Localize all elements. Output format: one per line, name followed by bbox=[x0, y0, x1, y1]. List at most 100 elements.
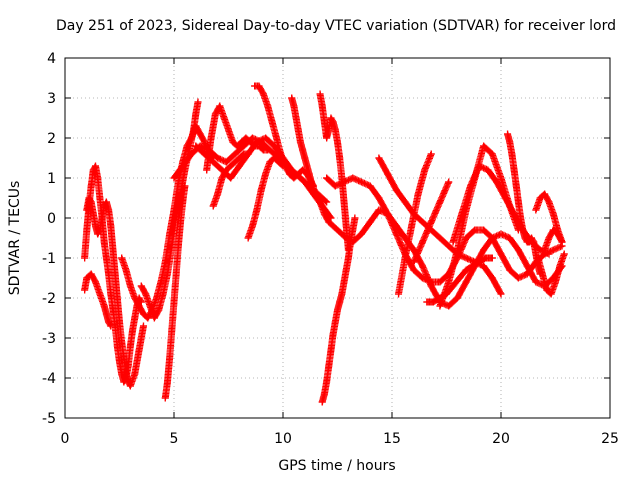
data-point bbox=[266, 158, 274, 166]
data-point bbox=[214, 154, 222, 162]
data-point bbox=[482, 254, 490, 262]
data-point bbox=[170, 298, 178, 306]
data-point bbox=[423, 298, 431, 306]
data-point bbox=[429, 298, 437, 306]
data-point bbox=[105, 318, 113, 326]
data-point bbox=[196, 130, 204, 138]
data-point bbox=[334, 226, 341, 234]
data-point bbox=[340, 278, 348, 286]
y-tick-label: 3 bbox=[47, 91, 56, 107]
data-point bbox=[445, 302, 453, 310]
data-point bbox=[231, 158, 239, 166]
data-point bbox=[538, 270, 546, 278]
data-point bbox=[187, 150, 195, 158]
y-tick-label: -4 bbox=[42, 371, 56, 387]
plot-frame bbox=[64, 57, 611, 419]
data-point bbox=[549, 226, 557, 234]
data-point bbox=[462, 266, 470, 274]
data-point bbox=[135, 346, 143, 354]
data-point bbox=[131, 294, 139, 302]
data-point bbox=[81, 254, 89, 262]
data-point bbox=[227, 174, 235, 182]
series-track-27 bbox=[541, 226, 566, 254]
data-point bbox=[168, 326, 176, 334]
data-point bbox=[349, 174, 357, 182]
x-tick-label: 15 bbox=[383, 431, 401, 447]
data-point bbox=[375, 154, 383, 162]
data-point bbox=[105, 270, 113, 278]
data-point bbox=[336, 298, 344, 306]
data-point bbox=[146, 302, 154, 310]
data-point bbox=[102, 254, 110, 262]
series-track-5 bbox=[137, 98, 202, 322]
data-point bbox=[87, 198, 95, 206]
series-track-14 bbox=[316, 90, 352, 254]
data-point bbox=[290, 102, 298, 110]
data-point bbox=[456, 274, 464, 282]
data-point bbox=[262, 170, 270, 178]
data-point bbox=[194, 98, 202, 106]
x-tick-label: 5 bbox=[170, 431, 179, 447]
data-point bbox=[427, 218, 435, 226]
data-point bbox=[94, 230, 102, 238]
data-point bbox=[166, 354, 174, 362]
data-point bbox=[545, 250, 553, 258]
data-point bbox=[462, 278, 470, 286]
x-tick-label: 20 bbox=[492, 431, 510, 447]
data-point bbox=[357, 230, 365, 238]
data-point bbox=[310, 182, 318, 190]
data-point bbox=[547, 290, 555, 298]
data-point bbox=[201, 150, 209, 158]
data-point bbox=[419, 218, 427, 226]
data-point bbox=[338, 290, 346, 298]
data-point bbox=[92, 162, 100, 170]
data-point bbox=[427, 150, 435, 158]
data-point bbox=[107, 322, 115, 330]
data-point bbox=[235, 154, 243, 162]
data-point bbox=[327, 346, 335, 354]
data-point bbox=[122, 266, 130, 274]
data-point bbox=[139, 310, 147, 318]
data-point bbox=[462, 254, 470, 262]
data-point bbox=[497, 174, 505, 182]
data-point bbox=[458, 210, 466, 218]
data-point bbox=[211, 110, 219, 118]
data-point bbox=[334, 138, 341, 146]
data-point bbox=[83, 206, 91, 214]
data-point bbox=[92, 222, 100, 230]
data-point bbox=[240, 142, 248, 150]
data-point bbox=[558, 238, 566, 246]
data-point bbox=[172, 270, 180, 278]
data-point bbox=[87, 270, 95, 278]
data-point bbox=[96, 226, 104, 234]
data-point bbox=[131, 370, 139, 378]
data-point bbox=[488, 150, 496, 158]
data-point bbox=[81, 286, 89, 294]
data-point bbox=[89, 166, 97, 174]
data-point bbox=[410, 258, 418, 266]
data-point bbox=[312, 190, 320, 198]
data-point bbox=[225, 126, 232, 134]
data-point bbox=[534, 254, 542, 262]
data-point bbox=[122, 370, 130, 378]
data-point bbox=[262, 134, 270, 142]
data-point bbox=[235, 162, 243, 170]
data-point bbox=[229, 138, 237, 146]
data-point bbox=[480, 142, 488, 150]
series-markers bbox=[244, 154, 287, 242]
x-axis-label: GPS time / hours bbox=[278, 458, 395, 474]
data-point bbox=[475, 162, 483, 170]
data-point bbox=[528, 234, 536, 242]
data-point bbox=[216, 102, 224, 110]
data-point bbox=[329, 118, 337, 126]
data-point bbox=[118, 338, 126, 346]
data-point bbox=[453, 294, 461, 302]
series-track-6 bbox=[161, 182, 189, 402]
data-point bbox=[181, 182, 189, 190]
data-point bbox=[401, 198, 409, 206]
data-point bbox=[469, 262, 477, 270]
data-point bbox=[497, 230, 505, 238]
data-point bbox=[523, 262, 531, 270]
data-point bbox=[185, 146, 193, 154]
data-point bbox=[488, 274, 496, 282]
